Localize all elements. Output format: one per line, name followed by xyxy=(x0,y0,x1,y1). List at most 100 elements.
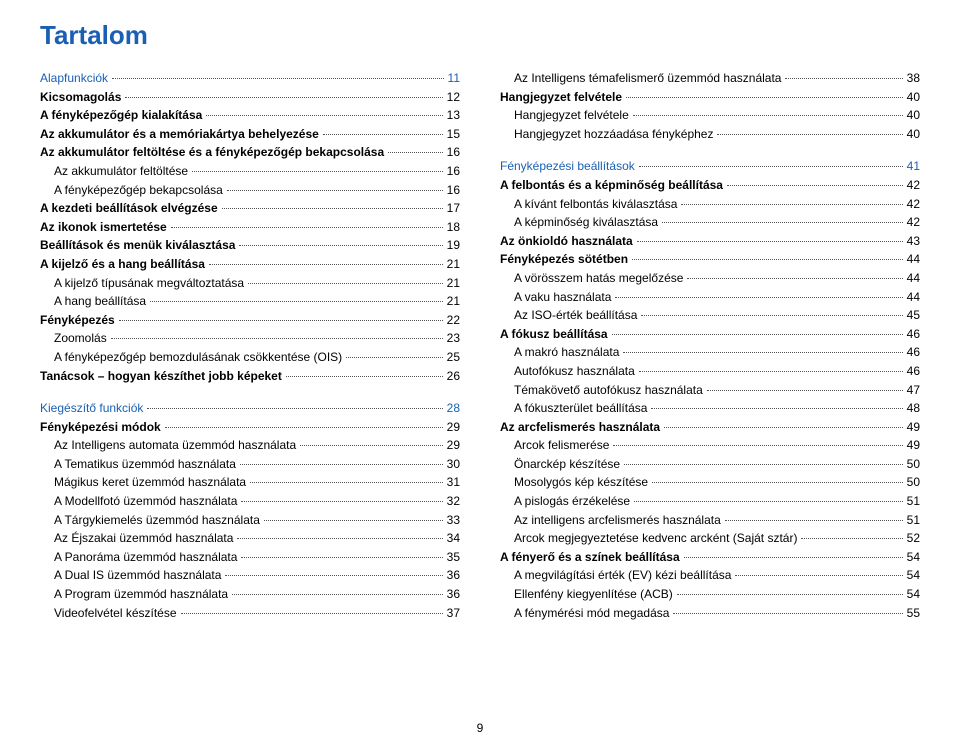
toc-page-number: 11 xyxy=(448,69,460,88)
toc-page-number: 51 xyxy=(907,511,920,530)
toc-entry[interactable]: Az Intelligens témafelismerő üzemmód has… xyxy=(500,69,920,88)
toc-label: Alapfunkciók xyxy=(40,69,108,88)
toc-page-number: 17 xyxy=(447,199,460,218)
toc-entry[interactable]: Videofelvétel készítése37 xyxy=(40,604,460,623)
toc-entry[interactable]: A kijelző típusának megváltoztatása21 xyxy=(40,274,460,293)
toc-entry[interactable]: Tanácsok – hogyan készíthet jobb képeket… xyxy=(40,367,460,386)
toc-label: Kicsomagolás xyxy=(40,88,121,107)
leader-dots xyxy=(225,575,442,576)
toc-entry[interactable]: A vaku használata44 xyxy=(500,288,920,307)
leader-dots xyxy=(634,501,903,502)
toc-entry[interactable]: Mágikus keret üzemmód használata31 xyxy=(40,473,460,492)
page-title: Tartalom xyxy=(40,20,920,51)
toc-entry[interactable]: A megvilágítási érték (EV) kézi beállítá… xyxy=(500,566,920,585)
toc-entry[interactable]: Az akkumulátor feltöltése és a fényképez… xyxy=(40,143,460,162)
toc-entry[interactable]: Az Éjszakai üzemmód használata34 xyxy=(40,529,460,548)
toc-label: A makró használata xyxy=(500,343,619,362)
toc-entry[interactable]: A fókusz beállítása46 xyxy=(500,325,920,344)
toc-entry[interactable]: A vörösszem hatás megelőzése44 xyxy=(500,269,920,288)
toc-entry[interactable]: Hangjegyzet felvétele40 xyxy=(500,88,920,107)
toc-entry[interactable]: Az akkumulátor feltöltése16 xyxy=(40,162,460,181)
toc-page-number: 22 xyxy=(447,311,460,330)
toc-entry[interactable]: Fényképezés 22 xyxy=(40,311,460,330)
toc-entry[interactable]: Mosolygós kép készítése50 xyxy=(500,473,920,492)
toc-entry[interactable]: A Panoráma üzemmód használata35 xyxy=(40,548,460,567)
toc-entry[interactable]: A fénymérési mód megadása55 xyxy=(500,604,920,623)
toc-entry[interactable]: A fényerő és a színek beállítása54 xyxy=(500,548,920,567)
toc-page-number: 29 xyxy=(447,418,460,437)
toc-entry[interactable]: A Program üzemmód használata36 xyxy=(40,585,460,604)
toc-label: Fényképezés xyxy=(40,311,115,330)
toc-page-number: 35 xyxy=(447,548,460,567)
leader-dots xyxy=(241,501,442,502)
toc-entry[interactable]: Kiegészítő funkciók28 xyxy=(40,399,460,418)
toc-page-number: 15 xyxy=(447,125,460,144)
leader-dots xyxy=(626,97,903,98)
toc-entry[interactable]: Hangjegyzet felvétele40 xyxy=(500,106,920,125)
toc-entry[interactable]: A Modellfotó üzemmód használata32 xyxy=(40,492,460,511)
toc-entry[interactable]: A makró használata 46 xyxy=(500,343,920,362)
toc-entry[interactable]: Önarckép készítése50 xyxy=(500,455,920,474)
toc-label: Fényképezési beállítások xyxy=(500,157,635,176)
toc-entry[interactable]: A Tematikus üzemmód használata30 xyxy=(40,455,460,474)
toc-entry[interactable]: Kicsomagolás12 xyxy=(40,88,460,107)
toc-label: Tanácsok – hogyan készíthet jobb képeket xyxy=(40,367,282,386)
toc-label: A vörösszem hatás megelőzése xyxy=(500,269,683,288)
toc-entry[interactable]: A fényképezőgép kialakítása13 xyxy=(40,106,460,125)
toc-page-number: 19 xyxy=(447,236,460,255)
toc-entry[interactable]: Ellenfény kiegyenlítése (ACB)54 xyxy=(500,585,920,604)
toc-label: A Dual IS üzemmód használata xyxy=(40,566,221,585)
toc-entry[interactable]: Arcok megjegyeztetése kedvenc arcként (S… xyxy=(500,529,920,548)
toc-label: A fényképezőgép kialakítása xyxy=(40,106,202,125)
toc-entry[interactable]: Az intelligens arcfelismerés használata5… xyxy=(500,511,920,530)
toc-page-number: 42 xyxy=(907,195,920,214)
toc-entry[interactable]: A fényképezőgép bemozdulásának csökkenté… xyxy=(40,348,460,367)
toc-entry[interactable]: A fényképezőgép bekapcsolása16 xyxy=(40,181,460,200)
toc-label: Az akkumulátor feltöltése és a fényképez… xyxy=(40,143,384,162)
toc-entry[interactable]: A Tárgykiemelés üzemmód használata33 xyxy=(40,511,460,530)
toc-entry[interactable]: Az önkioldó használata43 xyxy=(500,232,920,251)
toc-entry[interactable]: A fókuszterület beállítása48 xyxy=(500,399,920,418)
toc-entry[interactable]: A felbontás és a képminőség beállítása42 xyxy=(500,176,920,195)
toc-entry[interactable]: Beállítások és menük kiválasztása 19 xyxy=(40,236,460,255)
toc-page-number: 38 xyxy=(907,69,920,88)
toc-entry[interactable]: A pislogás érzékelése51 xyxy=(500,492,920,511)
toc-entry[interactable]: Autofókusz használata46 xyxy=(500,362,920,381)
toc-entry[interactable]: A kezdeti beállítások elvégzése17 xyxy=(40,199,460,218)
leader-dots xyxy=(615,297,902,298)
toc-entry[interactable]: Arcok felismerése49 xyxy=(500,436,920,455)
toc-entry[interactable]: Hangjegyzet hozzáadása fényképhez40 xyxy=(500,125,920,144)
toc-entry[interactable]: Az Intelligens automata üzemmód használa… xyxy=(40,436,460,455)
leader-dots xyxy=(346,357,442,358)
toc-entry[interactable]: Zoomolás23 xyxy=(40,329,460,348)
toc-entry[interactable]: Fényképezési módok29 xyxy=(40,418,460,437)
toc-label: A fénymérési mód megadása xyxy=(500,604,669,623)
toc-label: A Modellfotó üzemmód használata xyxy=(40,492,237,511)
toc-entry[interactable]: A hang beállítása21 xyxy=(40,292,460,311)
toc-entry[interactable]: Az akkumulátor és a memóriakártya behely… xyxy=(40,125,460,144)
toc-entry[interactable]: A kívánt felbontás kiválasztása42 xyxy=(500,195,920,214)
toc-entry[interactable]: Fényképezés sötétben44 xyxy=(500,250,920,269)
leader-dots xyxy=(165,427,443,428)
toc-entry[interactable]: Az ISO-érték beállítása45 xyxy=(500,306,920,325)
toc-entry[interactable]: Fényképezési beállítások41 xyxy=(500,157,920,176)
leader-dots xyxy=(300,445,443,446)
toc-entry[interactable]: Alapfunkciók 11 xyxy=(40,69,460,88)
toc-entry[interactable]: A képminőség kiválasztása42 xyxy=(500,213,920,232)
leader-dots xyxy=(677,594,903,595)
leader-dots xyxy=(684,557,903,558)
spacer xyxy=(40,385,460,399)
toc-entry[interactable]: Az ikonok ismertetése18 xyxy=(40,218,460,237)
toc-entry[interactable]: A kijelző és a hang beállítása21 xyxy=(40,255,460,274)
toc-page-number: 46 xyxy=(907,343,920,362)
toc-label: A kijelző típusának megváltoztatása xyxy=(40,274,244,293)
toc-entry[interactable]: Témakövető autofókusz használata47 xyxy=(500,381,920,400)
toc-entry[interactable]: Az arcfelismerés használata49 xyxy=(500,418,920,437)
toc-label: Arcok felismerése xyxy=(500,436,609,455)
toc-label: Beállítások és menük kiválasztása xyxy=(40,236,235,255)
leader-dots xyxy=(785,78,902,79)
leader-dots xyxy=(725,520,903,521)
leader-dots xyxy=(687,278,902,279)
leader-dots xyxy=(323,134,443,135)
toc-entry[interactable]: A Dual IS üzemmód használata36 xyxy=(40,566,460,585)
